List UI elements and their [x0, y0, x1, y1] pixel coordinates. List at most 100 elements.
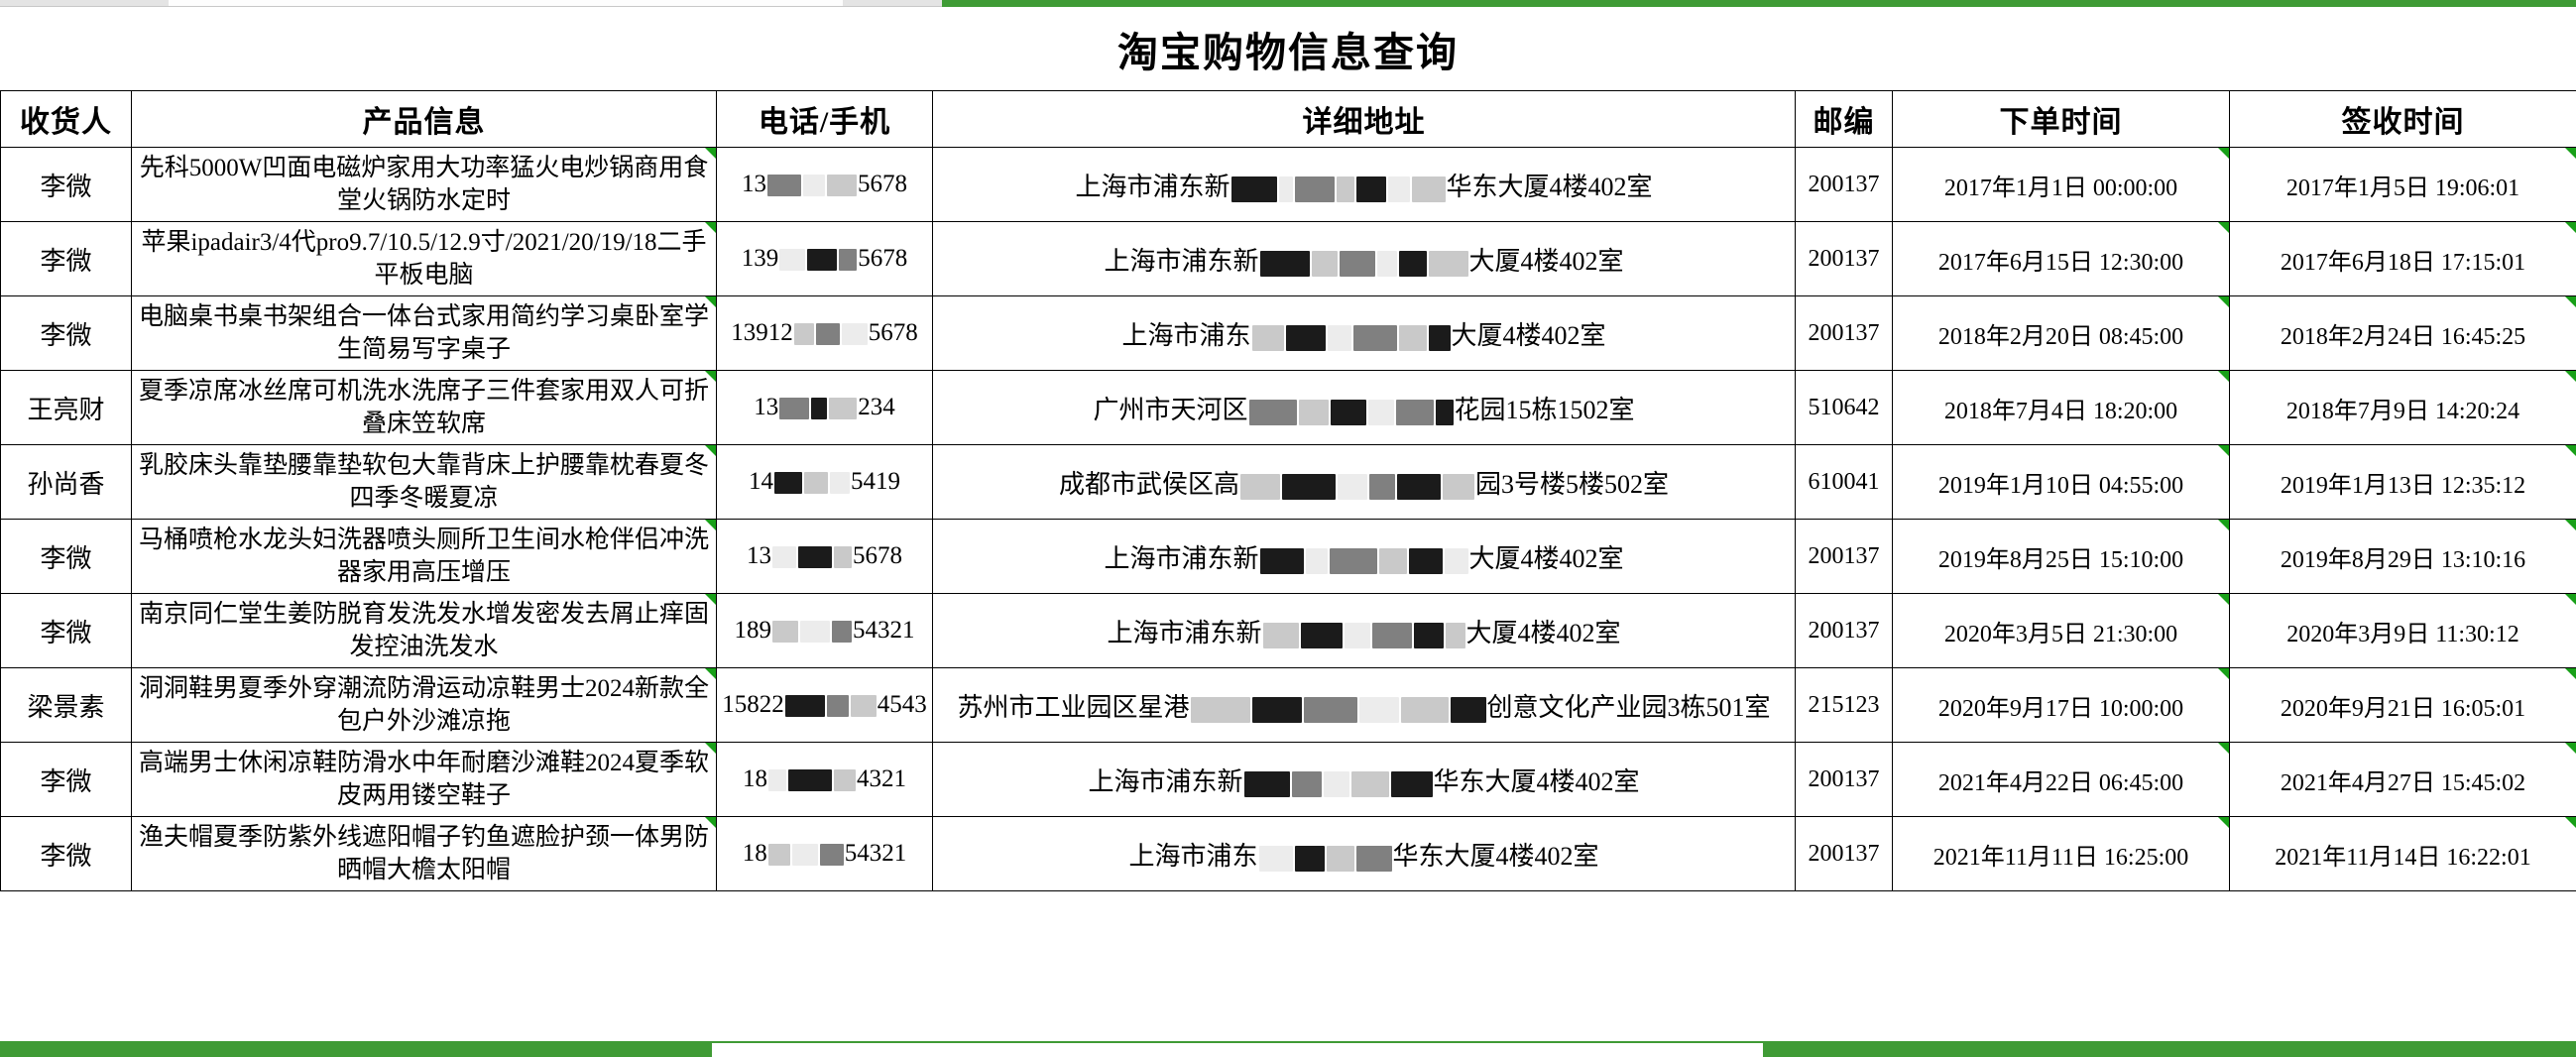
- redaction-block: [1376, 250, 1397, 277]
- cell-recipient-name[interactable]: 李微: [0, 147, 132, 222]
- cell-address[interactable]: 上海市浦东新 大厦4楼402室: [932, 221, 1796, 296]
- cell-phone[interactable]: 13912 5678: [716, 295, 933, 371]
- redaction-block: [1330, 399, 1366, 425]
- cell-sign-time[interactable]: 2018年7月9日 14:20:24: [2229, 370, 2576, 445]
- column-header-phone[interactable]: 电话/手机: [716, 90, 933, 148]
- cell-zipcode[interactable]: 510642: [1795, 370, 1893, 445]
- cell-sign-time[interactable]: 2018年2月24日 16:45:25: [2229, 295, 2576, 371]
- cell-recipient-name[interactable]: 孙尚香: [0, 444, 132, 520]
- cell-address[interactable]: 上海市浦东新 华东大厦4楼402室: [932, 147, 1796, 222]
- cell-sign-time[interactable]: 2017年6月18日 17:15:01: [2229, 221, 2576, 296]
- table-row[interactable]: 李微 电脑桌书桌书架组合一体台式家用简约学习桌卧室学生简易写字桌子 13912 567…: [0, 295, 2576, 371]
- cell-recipient-name[interactable]: 李微: [0, 593, 132, 668]
- cell-order-time[interactable]: 2017年1月1日 00:00:00: [1892, 147, 2230, 222]
- redaction-block: [1294, 176, 1335, 202]
- cell-zipcode[interactable]: 610041: [1795, 444, 1893, 520]
- cell-recipient-name[interactable]: 王亮财: [0, 370, 132, 445]
- cell-zipcode[interactable]: 200137: [1795, 295, 1893, 371]
- cell-sign-time[interactable]: 2020年3月9日 11:30:12: [2229, 593, 2576, 668]
- column-header-order-time[interactable]: 下单时间: [1892, 90, 2230, 148]
- cell-recipient-name[interactable]: 李微: [0, 816, 132, 891]
- cell-zipcode[interactable]: 200137: [1795, 742, 1893, 817]
- cell-phone[interactable]: 14 5419: [716, 444, 933, 520]
- column-header-zip[interactable]: 邮编: [1795, 90, 1893, 148]
- cell-sign-time[interactable]: 2019年8月29日 13:10:16: [2229, 519, 2576, 594]
- cell-recipient-name[interactable]: 李微: [0, 519, 132, 594]
- cell-order-time[interactable]: 2021年11月11日 16:25:00: [1892, 816, 2230, 891]
- cell-sign-time[interactable]: 2019年1月13日 12:35:12: [2229, 444, 2576, 520]
- table-row[interactable]: 李微 渔夫帽夏季防紫外线遮阳帽子钓鱼遮脸护颈一体男防晒帽大檐太阳帽 18 54321 上…: [0, 816, 2576, 891]
- cell-product-info[interactable]: 先科5000W凹面电磁炉家用大功率猛火电炒锅商用食堂火锅防水定时: [131, 147, 717, 222]
- cell-zipcode[interactable]: 200137: [1795, 221, 1893, 296]
- cell-order-time[interactable]: 2018年7月4日 18:20:00: [1892, 370, 2230, 445]
- comment-flag-icon: [2218, 817, 2229, 828]
- table-row[interactable]: 孙尚香 乳胶床头靠垫腰靠垫软包大靠背床上护腰靠枕春夏冬四季冬暖夏凉 14 5419 成都…: [0, 444, 2576, 520]
- redaction-block: [1408, 547, 1443, 574]
- cell-sign-time[interactable]: 2021年4月27日 15:45:02: [2229, 742, 2576, 817]
- cell-address[interactable]: 上海市浦东新 大厦4楼402室: [932, 593, 1796, 668]
- cell-address[interactable]: 成都市武侯区高 园3号楼5楼502室: [932, 444, 1796, 520]
- cell-recipient-name[interactable]: 梁景素: [0, 667, 132, 743]
- table-row[interactable]: 梁景素 洞洞鞋男夏季外穿潮流防滑运动凉鞋男士2024新款全包户外沙滩凉拖 15822…: [0, 667, 2576, 743]
- cell-address[interactable]: 上海市浦东新 大厦4楼402室: [932, 519, 1796, 594]
- cell-address[interactable]: 苏州市工业园区星港 创意文化产业园3栋501室: [932, 667, 1796, 743]
- table-row[interactable]: 王亮财 夏季凉席冰丝席可机洗水洗席子三件套家用双人可折叠床笠软席 13 234 广州市天…: [0, 370, 2576, 445]
- column-header-address[interactable]: 详细地址: [932, 90, 1796, 148]
- cell-phone[interactable]: 13 5678: [716, 519, 933, 594]
- comment-flag-icon: [2565, 668, 2576, 679]
- table-row[interactable]: 李微 马桶喷枪水龙头妇洗器喷头厕所卫生间水枪伴侣冲洗器家用高压增压 13 5678 上海…: [0, 519, 2576, 594]
- redaction-block: [830, 472, 850, 495]
- cell-product-info[interactable]: 苹果ipadair3/4代pro9.7/10.5/12.9寸/2021/20/1…: [131, 221, 717, 296]
- cell-zipcode[interactable]: 200137: [1795, 147, 1893, 222]
- cell-address[interactable]: 上海市浦东新 华东大厦4楼402室: [932, 742, 1796, 817]
- cell-zipcode[interactable]: 200137: [1795, 593, 1893, 668]
- cell-phone[interactable]: 139 5678: [716, 221, 933, 296]
- cell-product-info[interactable]: 乳胶床头靠垫腰靠垫软包大靠背床上护腰靠枕春夏冬四季冬暖夏凉: [131, 444, 717, 520]
- cell-order-time[interactable]: 2019年8月25日 15:10:00: [1892, 519, 2230, 594]
- cell-product-info[interactable]: 高端男士休闲凉鞋防滑水中年耐磨沙滩鞋2024夏季软皮两用镂空鞋子: [131, 742, 717, 817]
- redaction-block: [1311, 250, 1338, 277]
- cell-phone[interactable]: 13 234: [716, 370, 933, 445]
- cell-zipcode[interactable]: 200137: [1795, 816, 1893, 891]
- cell-phone[interactable]: 18 54321: [716, 816, 933, 891]
- cell-product-info[interactable]: 洞洞鞋男夏季外穿潮流防滑运动凉鞋男士2024新款全包户外沙滩凉拖: [131, 667, 717, 743]
- cell-zipcode[interactable]: 200137: [1795, 519, 1893, 594]
- cell-product-info[interactable]: 电脑桌书桌书架组合一体台式家用简约学习桌卧室学生简易写字桌子: [131, 295, 717, 371]
- cell-product-info[interactable]: 渔夫帽夏季防紫外线遮阳帽子钓鱼遮脸护颈一体男防晒帽大檐太阳帽: [131, 816, 717, 891]
- cell-recipient-name[interactable]: 李微: [0, 221, 132, 296]
- redaction-block: [1390, 770, 1433, 797]
- cell-order-time[interactable]: 2017年6月15日 12:30:00: [1892, 221, 2230, 296]
- cell-address[interactable]: 上海市浦东 大厦4楼402室: [932, 295, 1796, 371]
- table-row[interactable]: 李微 先科5000W凹面电磁炉家用大功率猛火电炒锅商用食堂火锅防水定时 13 5678…: [0, 147, 2576, 222]
- cell-address[interactable]: 广州市天河区 花园15栋1502室: [932, 370, 1796, 445]
- cell-sign-time[interactable]: 2020年9月21日 16:05:01: [2229, 667, 2576, 743]
- cell-sign-time[interactable]: 2021年11月14日 16:22:01: [2229, 816, 2576, 891]
- cell-order-time[interactable]: 2020年3月5日 21:30:00: [1892, 593, 2230, 668]
- column-header-product[interactable]: 产品信息: [131, 90, 717, 148]
- cell-phone[interactable]: 13 5678: [716, 147, 933, 222]
- column-header-sign-time[interactable]: 签收时间: [2229, 90, 2576, 148]
- cell-zipcode[interactable]: 215123: [1795, 667, 1893, 743]
- cell-product-info[interactable]: 南京同仁堂生姜防脱育发洗发水增发密发去屑止痒固发控油洗发水: [131, 593, 717, 668]
- table-row[interactable]: 李微 南京同仁堂生姜防脱育发洗发水增发密发去屑止痒固发控油洗发水 189 54321 上…: [0, 593, 2576, 668]
- cell-order-time[interactable]: 2021年4月22日 06:45:00: [1892, 742, 2230, 817]
- cell-order-time[interactable]: 2019年1月10日 04:55:00: [1892, 444, 2230, 520]
- cell-phone[interactable]: 18 4321: [716, 742, 933, 817]
- cell-order-time[interactable]: 2020年9月17日 10:00:00: [1892, 667, 2230, 743]
- cell-product-info[interactable]: 马桶喷枪水龙头妇洗器喷头厕所卫生间水枪伴侣冲洗器家用高压增压: [131, 519, 717, 594]
- cell-product-info[interactable]: 夏季凉席冰丝席可机洗水洗席子三件套家用双人可折叠床笠软席: [131, 370, 717, 445]
- cell-phone[interactable]: 15822 4543: [716, 667, 933, 743]
- table-row[interactable]: 李微 高端男士休闲凉鞋防滑水中年耐磨沙滩鞋2024夏季软皮两用镂空鞋子 18 4321…: [0, 742, 2576, 817]
- cell-phone[interactable]: 189 54321: [716, 593, 933, 668]
- cell-address[interactable]: 上海市浦东 华东大厦4楼402室: [932, 816, 1796, 891]
- table-row[interactable]: 李微 苹果ipadair3/4代pro9.7/10.5/12.9寸/2021/20…: [0, 221, 2576, 296]
- redaction-block: [791, 844, 818, 867]
- comment-flag-icon: [2565, 222, 2576, 233]
- orders-table: 收货人 产品信息 电话/手机 详细地址 邮编 下单时间 签收时间 李微 先科500…: [0, 90, 2576, 891]
- cell-sign-time[interactable]: 2017年1月5日 19:06:01: [2229, 147, 2576, 222]
- cell-recipient-name[interactable]: 李微: [0, 742, 132, 817]
- chrome-segment-gray-2: [843, 0, 942, 7]
- column-header-name[interactable]: 收货人: [0, 90, 132, 148]
- cell-order-time[interactable]: 2018年2月20日 08:45:00: [1892, 295, 2230, 371]
- cell-recipient-name[interactable]: 李微: [0, 295, 132, 371]
